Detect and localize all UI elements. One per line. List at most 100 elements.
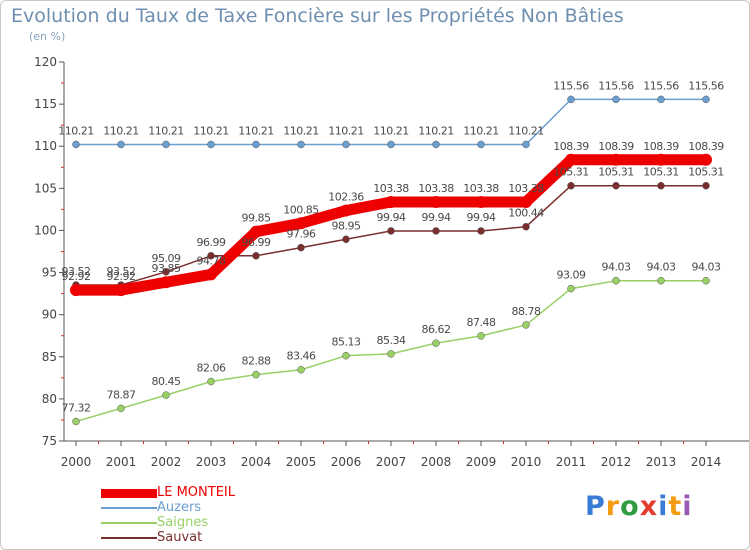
data-label: 77.32 (62, 401, 91, 414)
data-point (567, 95, 575, 104)
data-label: 94.03 (692, 261, 721, 274)
data-label: 115.56 (643, 79, 679, 92)
data-point (117, 404, 125, 413)
data-point (477, 227, 485, 235)
data-point (252, 252, 260, 260)
data-label: 93.52 (107, 265, 136, 278)
data-label: 108.39 (643, 140, 679, 153)
y-tick-label: 115 (34, 97, 57, 111)
chart-unit-label: (en %) (29, 30, 66, 43)
data-point (430, 195, 442, 208)
data-label: 100.44 (508, 207, 544, 220)
legend-label: Auzers (157, 500, 202, 515)
data-point (162, 140, 170, 149)
data-label: 110.21 (328, 124, 364, 137)
x-tick-label: 2006 (331, 455, 362, 469)
data-label: 110.21 (508, 124, 544, 137)
data-label: 82.06 (197, 362, 226, 375)
data-label: 93.85 (152, 262, 181, 275)
x-tick-label: 2008 (421, 455, 452, 469)
data-label: 105.31 (643, 166, 679, 179)
data-label: 83.46 (287, 350, 316, 363)
x-tick-label: 2004 (241, 455, 272, 469)
logo-letter: x (639, 491, 659, 522)
y-tick-label: 110 (34, 139, 57, 153)
data-point (207, 377, 215, 386)
data-label: 110.21 (373, 124, 409, 137)
data-point (342, 235, 350, 244)
logo-letter: t (668, 491, 683, 522)
data-point (297, 243, 305, 252)
data-point (700, 153, 712, 166)
data-point (252, 140, 260, 149)
data-point (612, 181, 620, 190)
data-label: 94.78 (197, 254, 226, 267)
x-tick-label: 2013 (646, 455, 677, 469)
data-label: 100.85 (283, 203, 319, 216)
data-label: 105.31 (688, 166, 724, 179)
data-point (387, 350, 395, 358)
legend-swatch (101, 507, 157, 509)
data-point (567, 181, 575, 190)
y-tick-label: 100 (34, 223, 57, 237)
legend-swatch (101, 522, 157, 524)
y-tick-label: 120 (34, 55, 57, 69)
data-point (205, 268, 217, 281)
data-point (702, 276, 710, 285)
legend-swatch (101, 488, 157, 498)
series-line-auzers (76, 98, 706, 146)
data-point (657, 276, 665, 285)
data-label: 115.56 (688, 79, 724, 92)
y-tick-label: 80 (42, 392, 57, 406)
data-point (610, 153, 622, 166)
legend-label: LE MONTEIL (157, 485, 235, 500)
data-label: 82.88 (242, 355, 271, 368)
data-point (342, 140, 350, 149)
data-label: 103.38 (463, 182, 499, 195)
data-point (340, 204, 352, 217)
data-point (475, 195, 487, 208)
data-point (655, 153, 667, 166)
data-label: 115.56 (598, 79, 634, 92)
data-label: 99.94 (467, 211, 496, 224)
data-label: 102.36 (328, 191, 364, 204)
data-point (387, 140, 395, 149)
data-point (432, 227, 440, 235)
data-label: 95.09 (152, 252, 181, 265)
data-point (70, 284, 82, 297)
data-label: 110.21 (238, 124, 274, 137)
data-label: 110.21 (418, 124, 454, 137)
data-label: 78.87 (107, 388, 136, 401)
data-label: 105.31 (598, 166, 634, 179)
data-point (657, 95, 665, 104)
x-tick-label: 2000 (61, 455, 92, 469)
chart-title: Evolution du Taux de Taxe Foncière sur l… (11, 5, 624, 27)
data-label: 86.62 (422, 323, 451, 336)
data-label: 96.99 (242, 236, 271, 249)
logo-letter: P (585, 491, 606, 522)
data-label: 103.38 (508, 182, 544, 195)
data-label: 93.52 (62, 265, 91, 278)
data-label: 80.45 (152, 375, 181, 388)
data-point (297, 365, 305, 374)
data-label: 98.95 (332, 219, 361, 232)
y-tick-label: 95 (42, 266, 57, 280)
data-label: 88.78 (512, 305, 541, 318)
data-label: 93.09 (557, 269, 586, 282)
data-label: 110.21 (283, 124, 319, 137)
y-tick-label: 90 (42, 308, 57, 322)
data-point (432, 339, 440, 347)
data-point (612, 276, 620, 285)
logo-letter: i (658, 491, 669, 522)
data-point (702, 95, 710, 104)
data-point (657, 181, 665, 190)
data-label: 99.94 (377, 211, 406, 224)
data-label: 92.92 (62, 270, 91, 283)
x-tick-label: 2001 (106, 455, 137, 469)
data-label: 85.13 (332, 336, 361, 349)
y-tick-label: 105 (34, 181, 57, 195)
proxiti-logo: Proxiti (585, 491, 693, 522)
data-label: 97.96 (287, 228, 316, 241)
data-label: 108.39 (688, 140, 724, 153)
data-point (477, 332, 485, 340)
